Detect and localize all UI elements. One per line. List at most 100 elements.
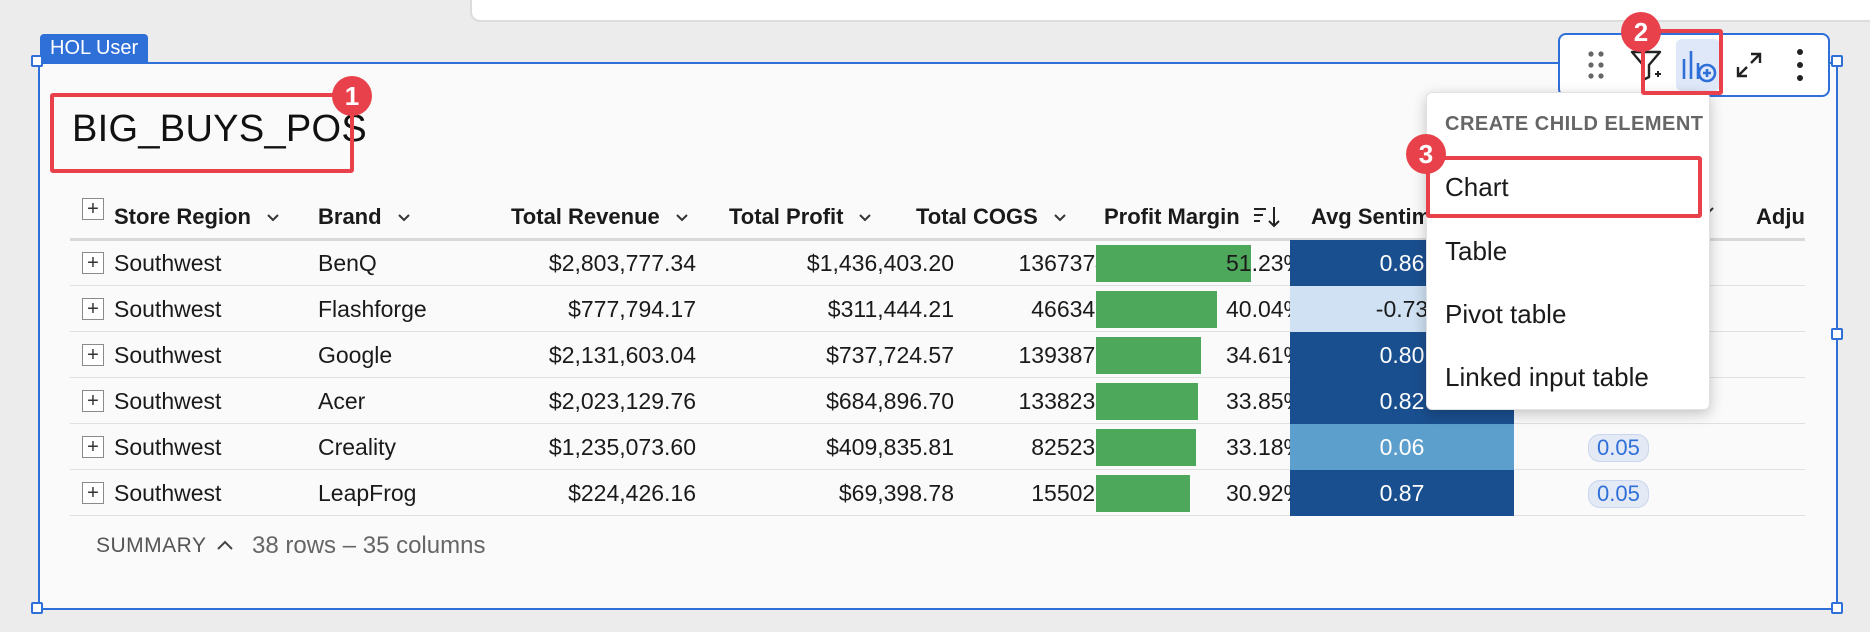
table-row[interactable]: + Southwest Creality $1,235,073.60 $409,835.… — [70, 424, 1805, 470]
more-vertical-icon[interactable] — [1777, 39, 1822, 91]
profit-margin-bar — [1096, 429, 1196, 466]
cell-total-revenue: $2,023,129.76 — [548, 388, 696, 414]
resize-handle[interactable] — [31, 55, 43, 67]
cell-total-profit: $409,835.81 — [826, 434, 954, 460]
element-toolbar — [1558, 33, 1830, 97]
column-header-label: Avg Sentim — [1311, 204, 1432, 229]
cell-brand: Acer — [318, 388, 366, 414]
cell-avg-sentiment: 0.87 — [1290, 470, 1514, 516]
column-header-label: Brand — [318, 204, 382, 229]
value-pill: 0.05 — [1588, 434, 1649, 462]
row-expand-button[interactable]: + — [82, 298, 104, 320]
callout-box-title — [50, 93, 354, 173]
table-title[interactable]: BIG_BUYS_POS — [72, 108, 368, 150]
resize-handle[interactable] — [1831, 55, 1843, 67]
table-row[interactable]: + Southwest LeapFrog $224,426.16 $69,398.78 1… — [70, 470, 1805, 516]
profit-margin-bar — [1096, 475, 1190, 512]
cell-brand: Flashforge — [318, 296, 427, 322]
cell-total-revenue: $1,235,073.60 — [548, 434, 696, 460]
cell-brand: Creality — [318, 434, 396, 460]
profit-margin-bar — [1096, 337, 1201, 374]
menu-item-chart[interactable]: Chart — [1445, 172, 1509, 202]
chevron-down-icon[interactable] — [265, 209, 281, 225]
cell-profit-margin: 33.85% — [1225, 388, 1304, 414]
expand-icon[interactable] — [1726, 39, 1771, 91]
column-header-label: Profit Margin — [1104, 204, 1240, 229]
column-header-label: Adju — [1756, 204, 1805, 229]
table-row[interactable]: + Southwest Flashforge $777,794.17 $311,444.… — [70, 286, 1805, 332]
cell-profit-margin: 33.18% — [1225, 434, 1304, 460]
chevron-down-icon[interactable] — [396, 209, 412, 225]
expand-all-button[interactable]: + — [82, 198, 104, 220]
cell-total-revenue: $2,131,603.04 — [548, 342, 696, 368]
cell-total-profit: $311,444.21 — [827, 296, 954, 322]
column-header-total-profit[interactable]: Total Profit — [729, 196, 873, 238]
top-strip — [470, 0, 1870, 22]
cell-store-region: Southwest — [114, 480, 222, 506]
sort-descending-icon[interactable] — [1252, 205, 1282, 229]
profit-margin-bar — [1096, 291, 1217, 328]
column-header-total-revenue[interactable]: Total Revenue — [511, 196, 690, 238]
cell-total-revenue: $224,426.16 — [568, 480, 696, 506]
cell-total-profit: $737,724.57 — [826, 342, 954, 368]
cell-total-profit: $684,896.70 — [826, 388, 954, 414]
chevron-up-icon[interactable] — [216, 538, 234, 552]
chevron-down-icon[interactable] — [674, 209, 690, 225]
column-header-label: Total Profit — [729, 204, 844, 229]
cell-total-revenue: $2,803,777.34 — [548, 250, 696, 276]
callout-badge: 3 — [1406, 134, 1446, 174]
drag-handle-icon[interactable] — [1574, 39, 1619, 91]
cell-profit-margin: 51.23% — [1225, 250, 1304, 276]
menu-item-pivot-table[interactable]: Pivot table — [1445, 299, 1567, 329]
menu-item-table[interactable]: Table — [1445, 236, 1508, 266]
table-row[interactable]: + Southwest Google $2,131,603.04 $737,724.57… — [70, 332, 1805, 378]
cell-brand: LeapFrog — [318, 480, 417, 506]
cell-profit-margin: 40.04% — [1225, 296, 1304, 322]
column-header-profit-margin[interactable]: Profit Margin — [1104, 196, 1282, 238]
profit-margin-bar — [1096, 383, 1198, 420]
user-tag: HOL User — [40, 34, 149, 62]
callout-badge: 2 — [1621, 12, 1661, 52]
profit-margin-bar — [1096, 245, 1251, 282]
column-header-store-region[interactable]: Store Region — [114, 196, 281, 238]
create-child-icon[interactable] — [1675, 39, 1721, 91]
resize-handle[interactable] — [31, 602, 43, 614]
callout-box-create-child — [1641, 29, 1723, 95]
column-header-label: Store Region — [114, 204, 251, 229]
header-divider — [70, 238, 1805, 241]
cell-profit-margin: 30.92% — [1225, 480, 1304, 506]
menu-item-linked-input-table[interactable]: Linked input table — [1445, 362, 1649, 392]
column-header-total-cogs[interactable]: Total COGS — [916, 196, 1068, 238]
cell-total-profit: $69,398.78 — [838, 480, 954, 506]
row-expand-button[interactable]: + — [82, 344, 104, 366]
column-header-avg-sentiment[interactable]: Avg Sentim — [1311, 196, 1431, 238]
create-child-menu: CREATE CHILD ELEMENT Chart Table Pivot t… — [1426, 92, 1710, 410]
callout-box-chart — [1426, 156, 1702, 218]
value-pill: 0.05 — [1588, 480, 1649, 508]
menu-heading: CREATE CHILD ELEMENT — [1445, 113, 1704, 135]
row-expand-button[interactable]: + — [82, 436, 104, 458]
cell-store-region: Southwest — [114, 296, 222, 322]
column-header-label: Total Revenue — [511, 204, 660, 229]
cell-avg-sentiment: 0.06 — [1290, 424, 1514, 470]
summary-label[interactable]: SUMMARY — [96, 534, 207, 557]
cell-store-region: Southwest — [114, 434, 222, 460]
column-header-adjusted[interactable]: Adju — [1756, 196, 1805, 238]
row-expand-button[interactable]: + — [82, 390, 104, 412]
summary-count: 38 rows – 35 columns — [252, 532, 486, 559]
cell-store-region: Southwest — [114, 388, 222, 414]
resize-handle[interactable] — [1831, 328, 1843, 340]
resize-handle[interactable] — [1831, 602, 1843, 614]
chevron-down-icon[interactable] — [857, 209, 873, 225]
column-header-label: Total COGS — [916, 204, 1038, 229]
row-expand-button[interactable]: + — [82, 482, 104, 504]
cell-brand: BenQ — [318, 250, 377, 276]
cell-profit-margin: 34.61% — [1225, 342, 1304, 368]
cell-store-region: Southwest — [114, 342, 222, 368]
cell-total-revenue: $777,794.17 — [568, 296, 696, 322]
cell-brand: Google — [318, 342, 393, 368]
column-header-brand[interactable]: Brand — [318, 196, 412, 238]
chevron-down-icon[interactable] — [1052, 209, 1068, 225]
cell-store-region: Southwest — [114, 250, 222, 276]
row-expand-button[interactable]: + — [82, 252, 104, 274]
